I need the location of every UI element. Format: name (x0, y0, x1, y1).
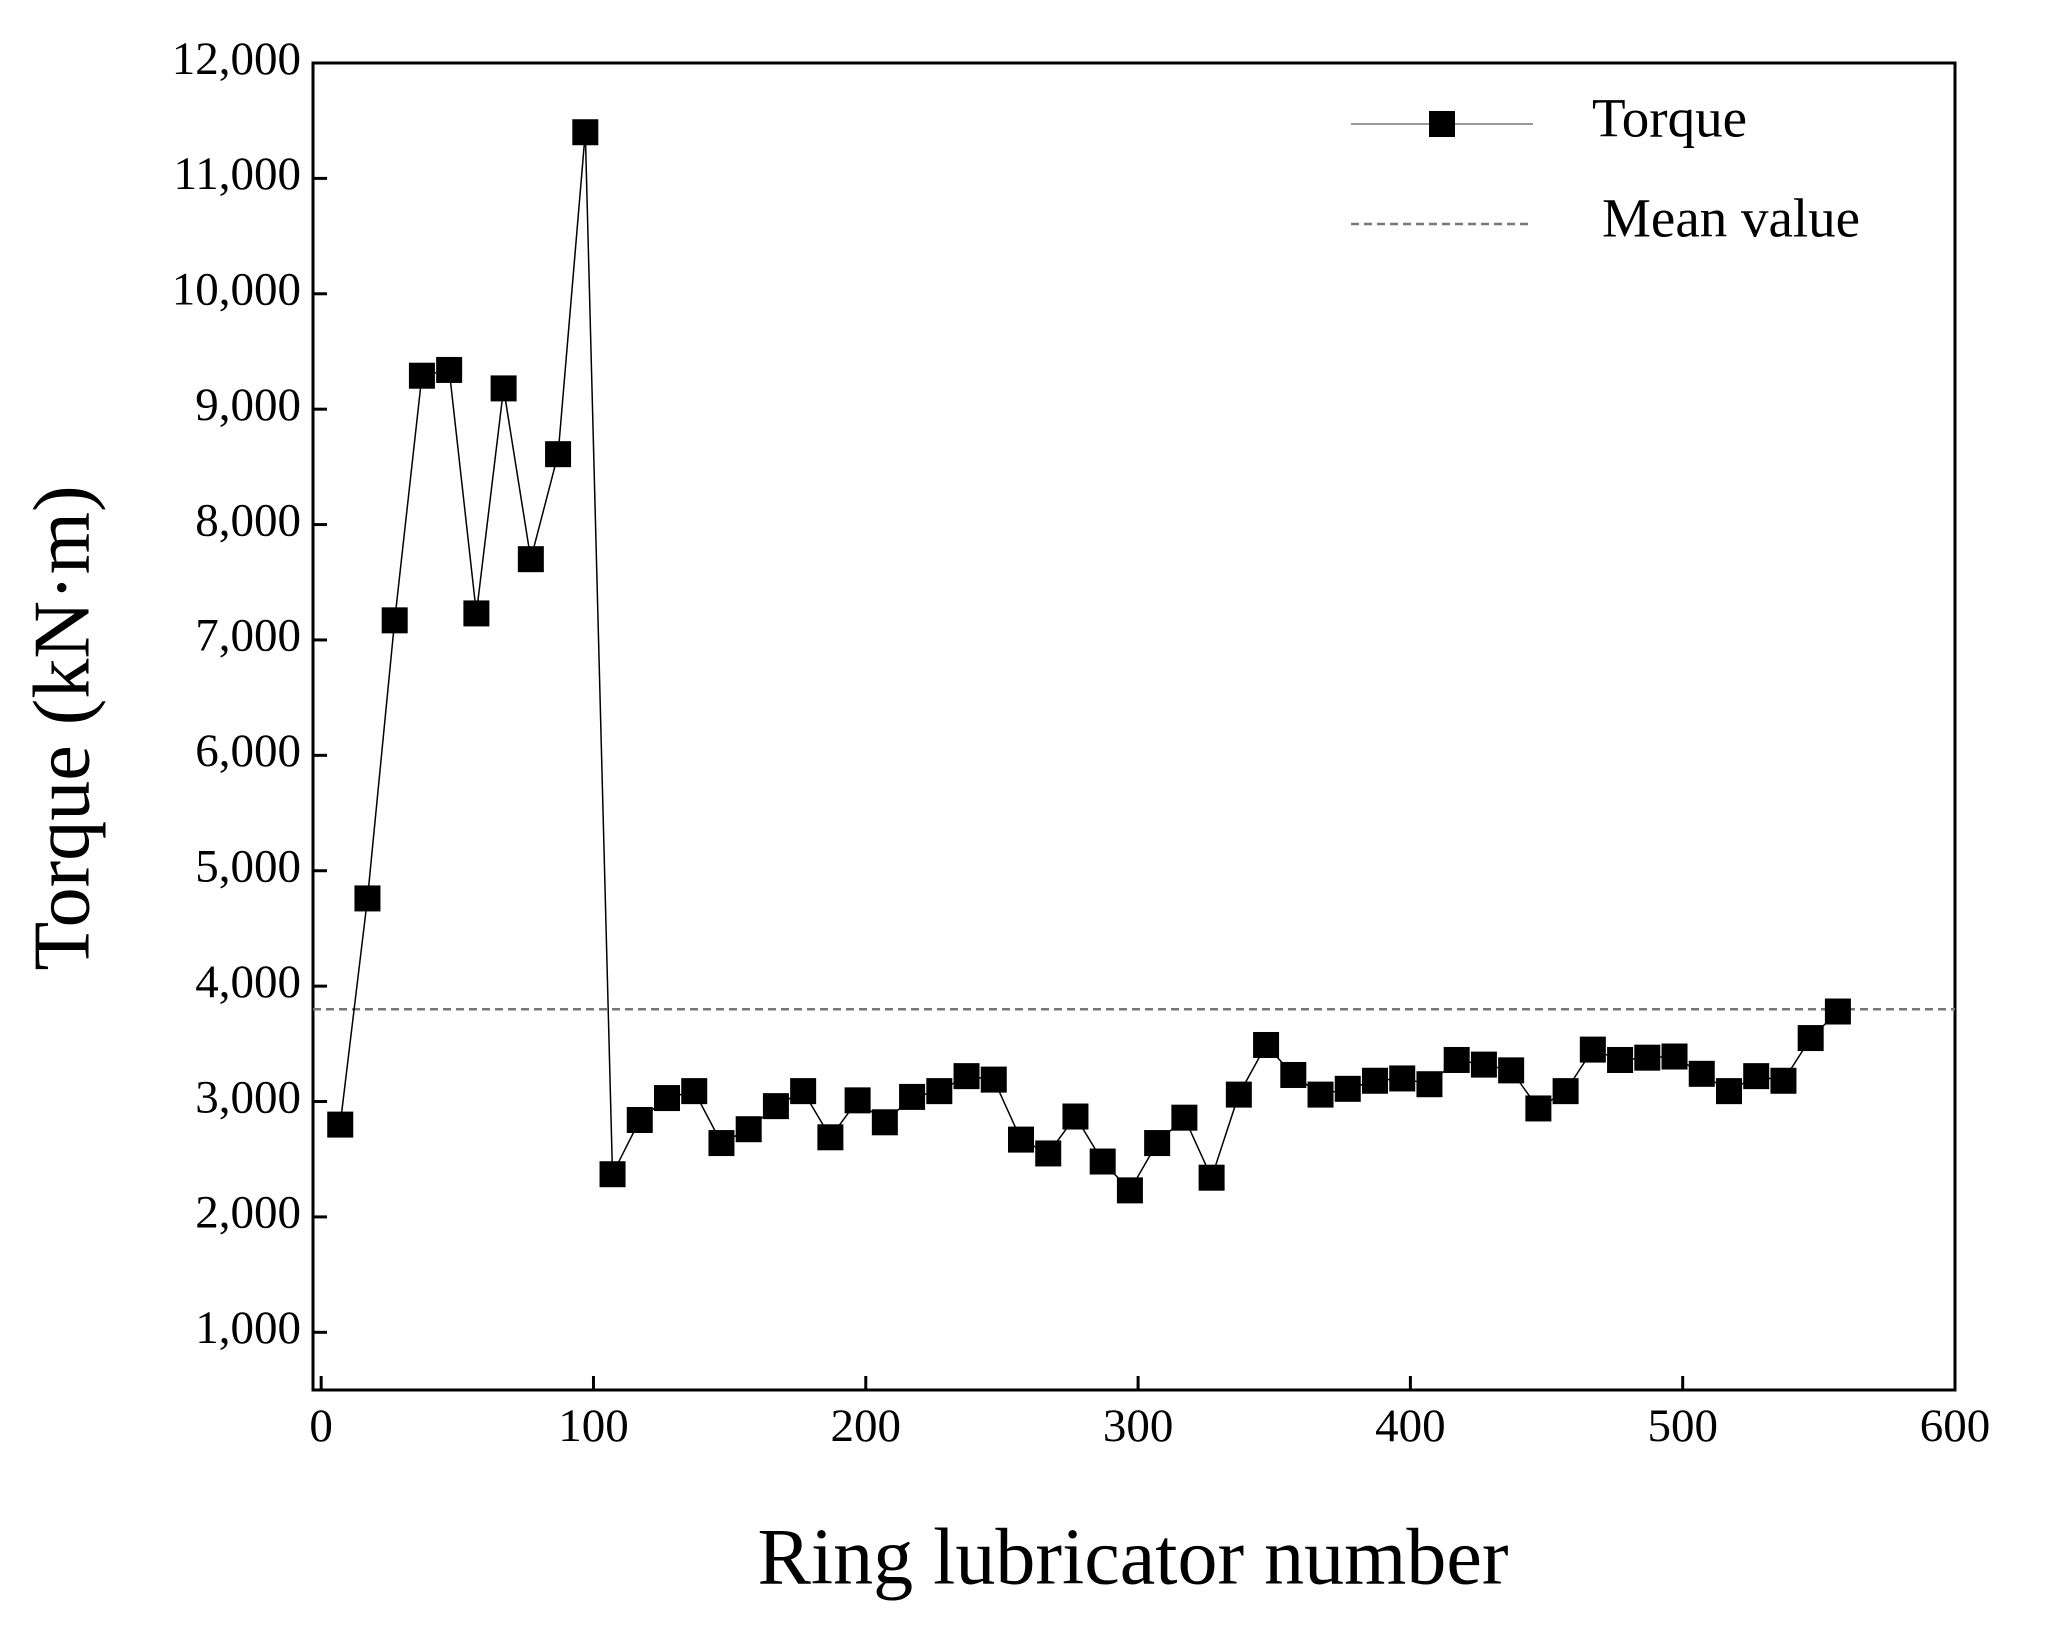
data-marker (545, 441, 572, 468)
data-marker (1334, 1075, 1361, 1102)
data-marker (1062, 1103, 1089, 1130)
data-marker (1389, 1065, 1416, 1092)
y-tick-label: 9,000 (195, 379, 301, 431)
data-marker (1171, 1104, 1198, 1131)
data-line (339, 132, 1839, 1192)
data-marker (1607, 1046, 1634, 1073)
data-marker (1715, 1078, 1742, 1105)
data-marker (1525, 1095, 1552, 1122)
data-marker (354, 885, 381, 912)
data-marker (436, 356, 463, 383)
data-marker (572, 119, 599, 146)
data-marker (790, 1078, 817, 1105)
x-tick-label: 0 (309, 1400, 333, 1452)
legend-marker (1429, 111, 1455, 137)
y-tick-label: 7,000 (195, 610, 301, 662)
y-tick-label: 3,000 (195, 1071, 301, 1123)
x-tick-label: 500 (1647, 1400, 1718, 1452)
y-tick-label: 8,000 (195, 494, 301, 546)
data-marker (1470, 1051, 1497, 1078)
data-marker (1089, 1148, 1116, 1175)
legend-label: Mean value (1602, 188, 1860, 249)
y-tick-label: 11,000 (173, 148, 301, 200)
data-marker (1824, 998, 1851, 1025)
data-marker (926, 1078, 953, 1105)
data-marker (817, 1124, 844, 1151)
data-marker (708, 1130, 735, 1157)
data-marker (1688, 1060, 1715, 1087)
data-marker (1770, 1067, 1797, 1094)
data-marker (1007, 1126, 1034, 1153)
data-marker (1035, 1140, 1062, 1167)
data-marker (871, 1109, 898, 1136)
data-marker (1416, 1071, 1443, 1098)
legend-label: Torque (1592, 88, 1747, 149)
y-tick-label: 2,000 (195, 1187, 301, 1239)
data-marker (844, 1087, 871, 1114)
y-tick-label: 5,000 (195, 841, 301, 893)
data-marker (1552, 1078, 1579, 1105)
y-tick-label: 12,000 (172, 33, 301, 85)
data-marker (1198, 1164, 1225, 1191)
data-marker (1280, 1061, 1307, 1088)
data-marker (626, 1106, 653, 1133)
data-marker (1144, 1130, 1171, 1157)
x-tick-label: 300 (1103, 1400, 1174, 1452)
data-marker (490, 375, 517, 402)
plot-frame (311, 61, 1957, 1392)
data-marker (1361, 1067, 1388, 1094)
data-marker (681, 1078, 708, 1105)
data-marker (1225, 1081, 1252, 1108)
data-marker (735, 1116, 762, 1143)
data-marker (1743, 1063, 1770, 1090)
y-tick-label: 4,000 (195, 956, 301, 1008)
data-marker (980, 1066, 1007, 1093)
data-marker (1797, 1025, 1824, 1052)
x-tick-label: 600 (1920, 1400, 1991, 1452)
y-tick-label: 6,000 (195, 725, 301, 777)
x-axis-title: Ring lubricator number (758, 1513, 1509, 1601)
data-marker (762, 1093, 789, 1120)
x-tick-label: 100 (558, 1400, 629, 1452)
data-marker (599, 1161, 626, 1188)
data-marker (1253, 1031, 1280, 1058)
data-marker (1634, 1044, 1661, 1071)
data-marker (517, 546, 544, 573)
data-marker (653, 1085, 680, 1112)
x-tick-label: 200 (831, 1400, 902, 1452)
data-marker (327, 1111, 354, 1138)
data-marker (408, 362, 435, 389)
y-tick-label: 10,000 (172, 264, 301, 316)
data-marker (1443, 1046, 1470, 1073)
y-tick-label: 1,000 (195, 1302, 301, 1354)
data-marker (899, 1083, 926, 1110)
data-marker (1307, 1081, 1334, 1108)
data-marker (1661, 1043, 1688, 1070)
data-marker (953, 1063, 980, 1090)
x-tick-label: 400 (1375, 1400, 1446, 1452)
data-marker (1498, 1057, 1525, 1084)
y-axis-title: Torque (kN·m) (18, 485, 106, 970)
data-marker (463, 600, 490, 627)
data-marker (1579, 1036, 1606, 1063)
data-marker (381, 607, 408, 634)
data-marker (1116, 1177, 1143, 1204)
